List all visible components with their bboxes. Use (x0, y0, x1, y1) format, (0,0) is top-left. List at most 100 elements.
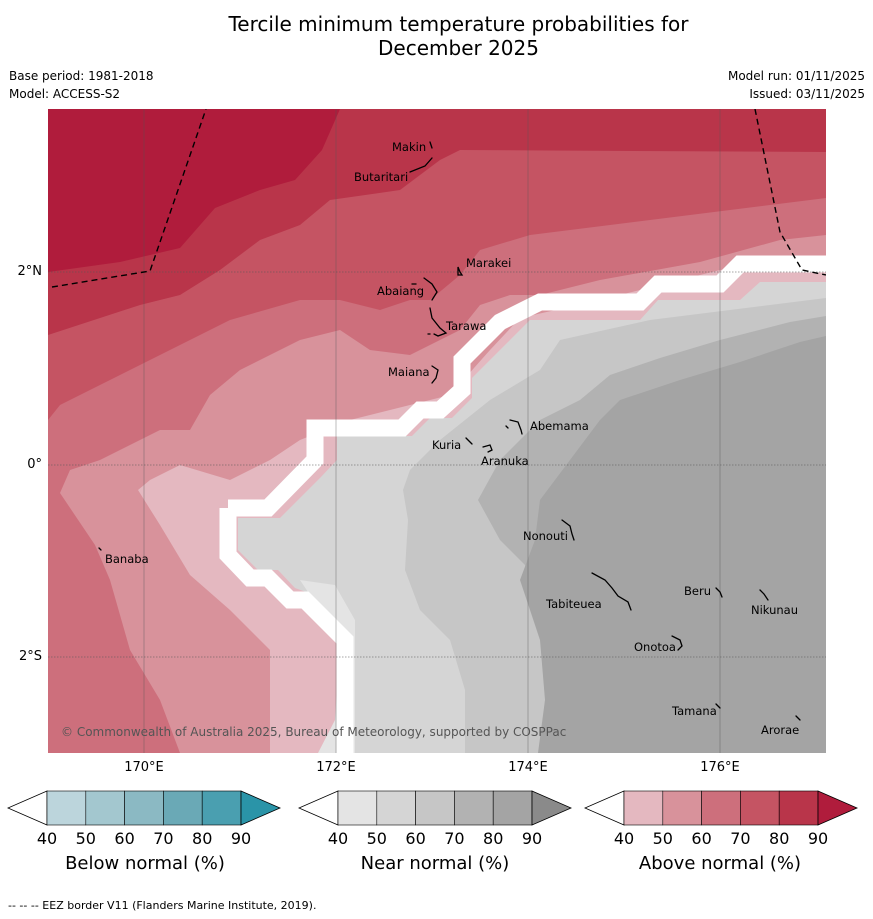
model-name: Model: ACCESS-S2 (9, 87, 121, 101)
island-butaritari (409, 157, 433, 173)
lon-label-176e: 176°E (700, 760, 740, 775)
colorbar-title-above: Above normal (%) (638, 853, 802, 874)
island-beru (715, 587, 723, 598)
issued-date: Issued: 03/11/2025 (749, 87, 865, 101)
island-arorae (795, 715, 801, 721)
colorbar-above-segment (778, 790, 819, 826)
island-abemama (509, 419, 523, 435)
label-tamana: Tamana (671, 704, 717, 718)
colorbar-above-segment (701, 790, 741, 826)
label-abemama: Abemama (530, 419, 589, 433)
model-run: Model run: 01/11/2025 (727, 69, 865, 83)
island-tamana (715, 703, 721, 709)
colorbar-above-high-extension (817, 790, 859, 826)
colorbar-below: 40 50 60 70 80 90 (6, 790, 282, 848)
colorbar-near-segment (492, 790, 533, 826)
label-kuria: Kuria (432, 438, 461, 452)
label-makin: Makin (392, 140, 426, 154)
island-nonouti (561, 519, 575, 541)
island-marakei (457, 266, 464, 276)
colorbar-above-segment (623, 790, 664, 826)
map-title: Tercile minimum temperature probabilitie… (0, 12, 873, 60)
label-abaiang: Abaiang (377, 284, 424, 298)
title-line-2: December 2025 (378, 36, 539, 60)
colorbars: 40 50 60 70 80 90 40 50 60 70 80 90 40 50 60 70 80 90 (6, 790, 859, 848)
eez-footnote: -- -- -- EEZ border V11 (Flanders Marine… (8, 899, 317, 912)
parallels (48, 271, 826, 658)
colorbar-near-segment (376, 790, 416, 826)
island-nikunau (759, 589, 769, 601)
colorbar-below-tick: 40 (37, 829, 57, 848)
lon-label-170e: 170°E (124, 760, 164, 775)
colorbar-near-segment (415, 790, 455, 826)
label-nonouti: Nonouti (523, 529, 568, 543)
lon-label-174e: 174°E (508, 760, 548, 775)
colorbar-above-segment (740, 790, 780, 826)
title-line-1: Tercile minimum temperature probabilitie… (228, 12, 689, 36)
colorbar-below-tick: 80 (192, 829, 212, 848)
island-kuria (465, 437, 473, 445)
colorbar-below-tick: 60 (114, 829, 134, 848)
colorbar-below-tick: 70 (153, 829, 173, 848)
colorbar-below-tick: 90 (231, 829, 251, 848)
colorbar-near-tick: 80 (483, 829, 503, 848)
colorbar-title-near: Near normal (%) (360, 853, 510, 874)
colorbar-near-high-extension (531, 790, 573, 826)
colorbar-near-tick: 90 (522, 829, 542, 848)
colorbar-near: 40 50 60 70 80 90 (297, 790, 573, 848)
colorbar-below-segment (85, 790, 125, 826)
colorbar-above-tick: 90 (808, 829, 828, 848)
island-abemama-2 (505, 425, 509, 429)
lat-label-2s: 2°S (18, 649, 42, 664)
island-banaba (98, 547, 102, 551)
label-marakei: Marakei (466, 256, 511, 270)
lon-label-172e: 172°E (316, 760, 356, 775)
colorbar-near-tick: 40 (328, 829, 348, 848)
colorbar-near-segment (337, 790, 378, 826)
base-period: Base period: 1981-2018 (9, 69, 154, 83)
eez-border-east (754, 109, 826, 276)
colorbar-below-segment (163, 790, 203, 826)
island-tabiteuea (591, 572, 632, 611)
island-tarawa (429, 307, 448, 337)
undecided-band-north (228, 255, 826, 517)
label-onotoa: Onotoa (634, 640, 676, 654)
island-maiana (431, 365, 439, 384)
colorbar-below-segment (124, 790, 164, 826)
label-tarawa: Tarawa (445, 319, 486, 333)
colorbar-above-tick: 60 (691, 829, 711, 848)
place-labels: Makin Butaritari Marakei Abaiang Tarawa … (105, 140, 799, 737)
colorbar-near-low-extension (297, 790, 339, 826)
colorbar-above-low-extension (583, 790, 625, 826)
near-80-region (520, 336, 826, 753)
island-makin (429, 141, 433, 149)
colorbar-near-tick: 60 (405, 829, 425, 848)
label-arorae: Arorae (761, 723, 799, 737)
colorbar-below-high-extension (240, 790, 282, 826)
label-aranuka: Aranuka (481, 454, 529, 468)
label-maiana: Maiana (388, 365, 430, 379)
eez-border-west (51, 109, 207, 288)
label-nikunau: Nikunau (751, 603, 798, 617)
colorbar-near-segment (454, 790, 494, 826)
label-tabiteuea: Tabiteuea (545, 597, 602, 611)
colorbar-below-low-extension (6, 790, 48, 826)
label-beru: Beru (684, 584, 711, 598)
colorbar-above-tick: 50 (653, 829, 673, 848)
colorbar-title-below: Below normal (%) (65, 853, 225, 874)
colorbar-below-segment (46, 790, 87, 826)
colorbar-above: 40 50 60 70 80 90 (583, 790, 859, 848)
colorbar-above-tick: 40 (614, 829, 634, 848)
colorbar-above-tick: 80 (769, 829, 789, 848)
island-onotoa (671, 635, 683, 651)
colorbar-below-tick: 50 (76, 829, 96, 848)
eez-borders (51, 109, 826, 288)
colorbar-near-tick: 70 (444, 829, 464, 848)
island-aranuka (482, 444, 493, 453)
label-banaba: Banaba (105, 552, 149, 566)
colorbar-above-tick: 70 (730, 829, 750, 848)
islands (98, 141, 801, 721)
meta-left: Base period: 1981-2018 Model: ACCESS-S2 (9, 67, 154, 103)
colorbar-below-segment (201, 790, 242, 826)
